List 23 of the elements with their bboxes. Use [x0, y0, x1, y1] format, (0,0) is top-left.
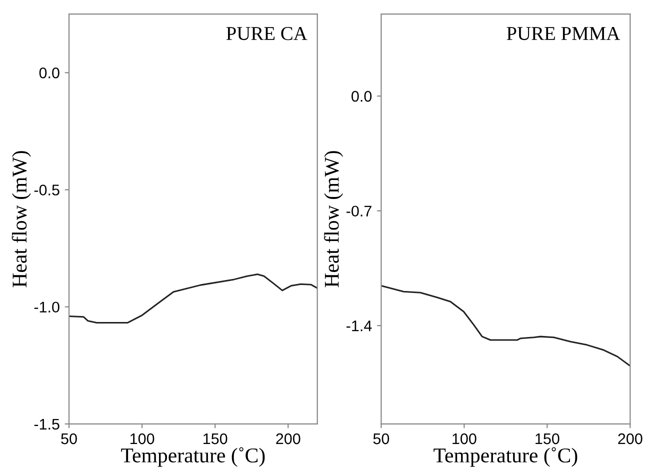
y-tick-label: -0.7	[346, 206, 372, 217]
y-tick-label: 0.0	[352, 90, 372, 102]
y-tick-label: 0.0	[39, 68, 60, 78]
x-tick-label: 50	[61, 433, 77, 444]
line-series	[381, 284, 630, 367]
y-tick-label: -1.5	[34, 418, 60, 430]
line-series	[69, 274, 318, 324]
y-axis-title: Heat flow (mW)	[12, 151, 31, 288]
x-tick-label: 150	[204, 433, 228, 444]
y-axis-title: Heat flow (mW)	[324, 151, 344, 288]
x-tick-label: 100	[452, 433, 476, 444]
y-tick-label: -0.5	[34, 184, 60, 196]
annotation: PURE CA	[226, 27, 308, 40]
y-tick-label: -1.4	[346, 320, 372, 332]
x-tick-label: 200	[276, 433, 300, 444]
x-axis-title: Temperature (˚C)	[434, 447, 578, 467]
y-tick-label: -1.0	[34, 302, 60, 313]
annotation: PURE PMMA	[506, 27, 620, 40]
x-tick-label: 150	[536, 433, 560, 444]
x-tick-label: 200	[618, 433, 642, 444]
x-tick-label: 100	[130, 433, 154, 444]
x-tick-label: 50	[373, 433, 390, 444]
x-axis-title: Temperature (˚C)	[121, 447, 265, 467]
